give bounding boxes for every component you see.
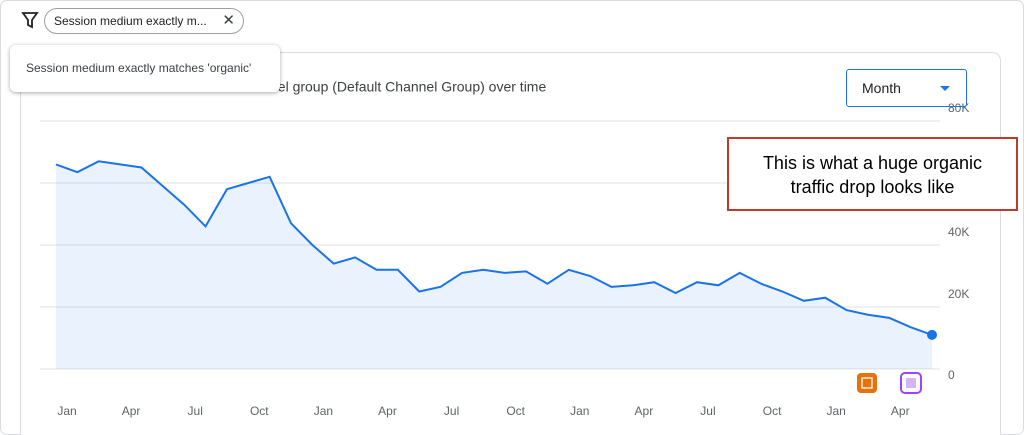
x-tick-label: Jan [826,404,845,418]
y-tick-label: 40K [948,225,969,239]
x-tick-label: Jan [57,404,76,418]
annotation-line: This is what a huge organic [762,153,983,173]
x-tick-label: Oct [763,404,782,418]
x-tick-label: Jan [314,404,333,418]
y-tick-label: 0 [948,368,955,382]
chip-close[interactable]: ✕ [222,12,235,29]
x-tick-label: Apr [635,404,654,418]
x-tick-label: Jan [570,404,589,418]
insight-icon-glyph [861,377,873,389]
area-fill [56,161,932,369]
x-tick-label: Jul [188,404,203,418]
dropdown[interactable]: Month [846,69,967,107]
line [55,160,933,336]
x-tick-label: Jul [700,404,715,418]
insight-icon[interactable] [857,373,877,393]
chart-title: nel group (Default Channel Group) over t… [270,79,546,95]
dropdown-arrow [940,86,950,91]
tooltip: Session medium exactly matches 'organic' [10,45,280,92]
filter-chip-label: Session medium exactly m... [54,14,207,28]
annotation-line: traffic drop looks like [790,177,955,197]
filter-chip[interactable]: Session medium exactly m... ✕ [44,8,244,34]
x-tick-label: Oct [250,404,269,418]
x-tick-label: Apr [891,404,910,418]
x-tick-label: Oct [506,404,525,418]
x-tick-label: Apr [378,404,397,418]
x-tick-label: Jul [444,404,459,418]
annotation: This is what a huge organic traffic drop… [727,137,1018,211]
filter-icon [21,12,39,29]
x-tick-label: Apr [122,404,141,418]
end-marker [927,329,937,340]
y-tick-label: 20K [948,287,969,301]
note-icon-glyph [906,378,916,388]
dropdown-label: Month [862,80,901,96]
